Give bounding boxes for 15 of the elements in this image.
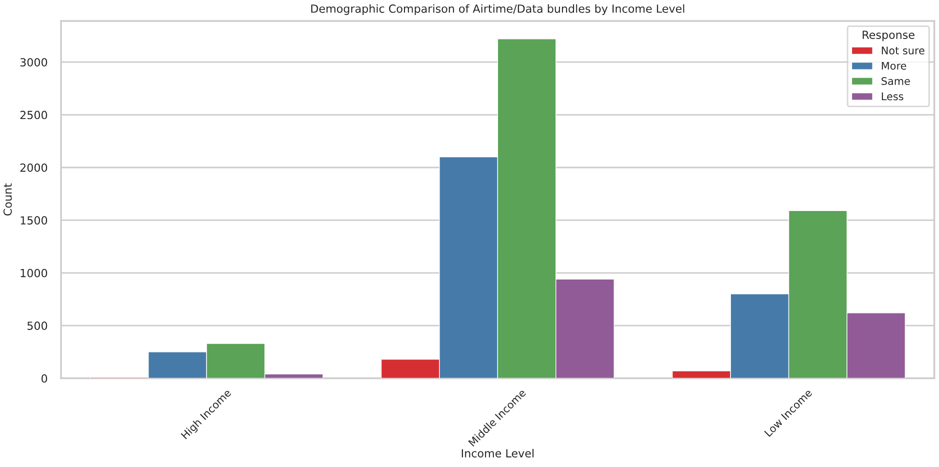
y-tick-label: 0 <box>42 374 48 383</box>
legend-label: Less <box>882 92 904 100</box>
y-tick-label: 1500 <box>20 216 48 225</box>
legend-title: Response <box>862 30 914 42</box>
x-axis-title: Income Level <box>462 448 534 458</box>
y-tick-label: 2000 <box>20 163 48 172</box>
legend-label: Not sure <box>882 46 924 54</box>
y-axis-title: Count <box>3 183 12 216</box>
y-tick-label: 3000 <box>20 58 48 66</box>
legend-label: Same <box>882 77 910 85</box>
y-tick-label: 500 <box>27 322 48 330</box>
legend-label: More <box>882 62 906 70</box>
y-tick-label: 2500 <box>20 110 48 120</box>
y-tick-label: 1000 <box>20 268 48 278</box>
chart-title: Demographic Comparison of Airtime/Data bundles by Income Level <box>311 4 684 15</box>
